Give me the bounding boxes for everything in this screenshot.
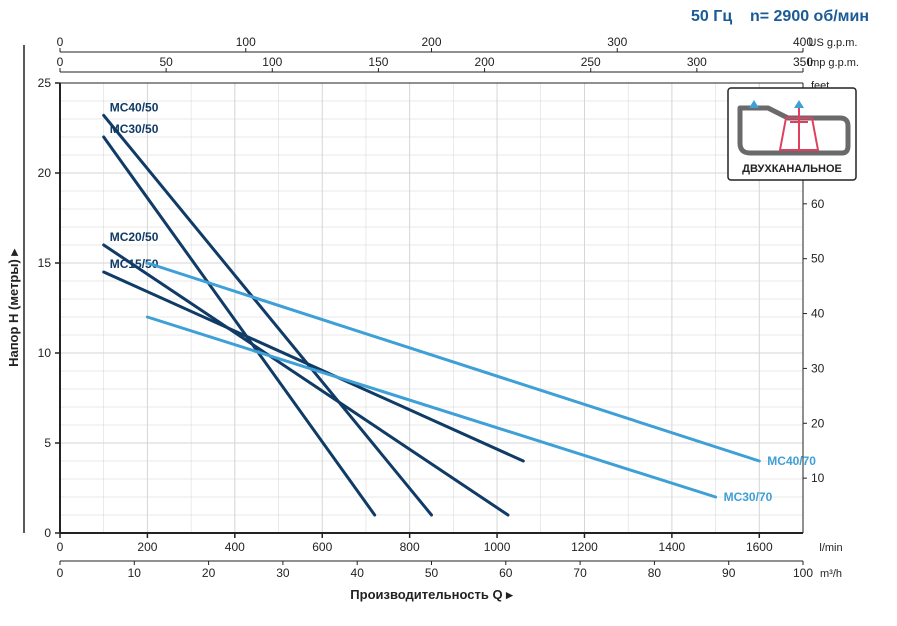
svg-text:10: 10	[811, 471, 825, 485]
svg-text:0: 0	[57, 566, 64, 580]
svg-text:l/min: l/min	[819, 542, 842, 554]
x-axis-title: Производительность Q ▸	[350, 587, 514, 602]
svg-text:300: 300	[687, 55, 707, 69]
svg-text:100: 100	[236, 35, 256, 49]
svg-text:200: 200	[137, 540, 157, 554]
series-label: MC40/50	[110, 100, 159, 114]
series-label: MC40/70	[767, 454, 816, 468]
svg-text:1400: 1400	[659, 540, 686, 554]
svg-text:0: 0	[57, 540, 64, 554]
svg-text:25: 25	[38, 76, 52, 90]
svg-text:1000: 1000	[484, 540, 511, 554]
svg-text:1200: 1200	[571, 540, 598, 554]
svg-text:50: 50	[159, 55, 173, 69]
svg-text:250: 250	[581, 55, 601, 69]
series-label: MC20/50	[110, 230, 159, 244]
svg-text:1600: 1600	[746, 540, 773, 554]
svg-text:40: 40	[811, 307, 825, 321]
svg-text:800: 800	[400, 540, 420, 554]
svg-text:200: 200	[475, 55, 495, 69]
svg-text:20: 20	[202, 566, 216, 580]
svg-text:80: 80	[648, 566, 662, 580]
svg-text:150: 150	[368, 55, 388, 69]
svg-text:60: 60	[499, 566, 513, 580]
svg-text:40: 40	[351, 566, 365, 580]
svg-text:5: 5	[44, 436, 51, 450]
svg-text:US g.p.m.: US g.p.m.	[809, 37, 858, 49]
svg-text:10: 10	[128, 566, 142, 580]
svg-text:200: 200	[421, 35, 441, 49]
svg-text:10: 10	[38, 346, 52, 360]
svg-text:50: 50	[425, 566, 439, 580]
svg-text:0: 0	[44, 526, 51, 540]
svg-text:600: 600	[312, 540, 332, 554]
svg-text:m³/h: m³/h	[820, 568, 842, 580]
svg-text:30: 30	[276, 566, 290, 580]
svg-text:20: 20	[38, 166, 52, 180]
svg-text:15: 15	[38, 256, 52, 270]
series-label: MC30/70	[724, 490, 773, 504]
diagram-label: ДВУХКАНАЛЬНОЕ	[742, 163, 842, 175]
svg-text:0: 0	[57, 35, 64, 49]
svg-text:50: 50	[811, 252, 825, 266]
pump-curve-chart: 051015202502004006008001000120014001600l…	[0, 0, 897, 626]
svg-text:400: 400	[225, 540, 245, 554]
svg-text:20: 20	[811, 416, 825, 430]
svg-text:300: 300	[607, 35, 627, 49]
svg-text:Imp g.p.m.: Imp g.p.m.	[807, 57, 859, 69]
svg-text:100: 100	[793, 566, 813, 580]
series-label: MC30/50	[110, 122, 159, 136]
svg-text:30: 30	[811, 361, 825, 375]
y-axis-title: Напор Н (метры) ▸	[6, 248, 21, 367]
svg-text:0: 0	[57, 55, 64, 69]
svg-text:60: 60	[811, 197, 825, 211]
svg-text:100: 100	[262, 55, 282, 69]
svg-text:70: 70	[573, 566, 587, 580]
svg-text:90: 90	[722, 566, 736, 580]
